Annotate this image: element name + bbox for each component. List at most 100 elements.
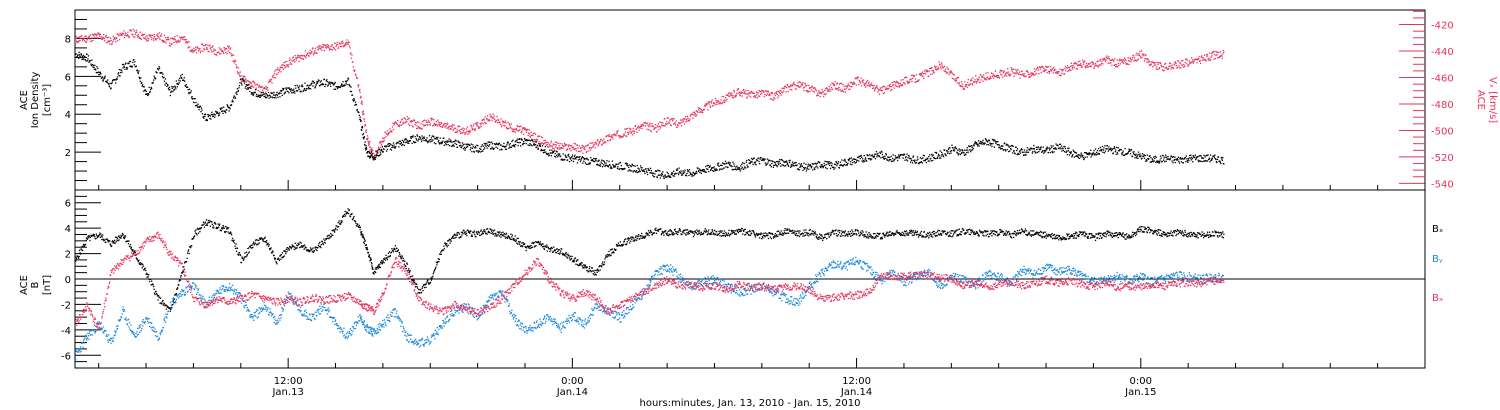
ion-density-point [1186, 158, 1188, 160]
vx-point [680, 121, 682, 124]
ion-density-point [849, 163, 851, 165]
vx-point [317, 48, 320, 50]
ion-density-point [279, 90, 282, 92]
vx-point [787, 91, 789, 93]
vx-point [198, 49, 200, 51]
vx-point [499, 121, 501, 123]
ion-density-point [788, 160, 790, 162]
vx-point [368, 141, 370, 143]
vx-point [775, 92, 777, 94]
vx-point [579, 147, 582, 149]
vx-point [253, 86, 255, 88]
ion-density-point [130, 65, 132, 67]
vx-point [739, 95, 741, 97]
vx-point [440, 125, 442, 128]
vx-point [587, 144, 589, 146]
vx-point [815, 90, 817, 92]
ion-density-point [346, 79, 349, 81]
ion-density-point [1060, 145, 1063, 147]
ion-density-point [288, 92, 290, 94]
ion-density-point [1040, 146, 1042, 148]
ion-density-point [150, 86, 152, 89]
ion-density-point [399, 143, 401, 145]
ion-density-point [115, 82, 117, 84]
vx-point [167, 36, 170, 39]
vx-point [710, 106, 712, 108]
vx-point [941, 62, 943, 64]
vx-point [537, 136, 539, 138]
vx-point [219, 49, 221, 51]
vx-point [1099, 58, 1102, 61]
ion-density-point [162, 73, 164, 75]
vx-point [845, 85, 847, 87]
ion-density-point [794, 164, 797, 166]
ion-density-point [732, 169, 734, 171]
ion-density-point [1188, 159, 1190, 162]
vx-point [1135, 54, 1137, 56]
vx-point [434, 124, 436, 126]
ion-density-point [151, 87, 153, 90]
ion-density-point [109, 86, 111, 88]
ion-density-point [757, 157, 760, 159]
vx-point [299, 55, 301, 57]
vx-point [591, 142, 593, 144]
ion-density-point [888, 159, 890, 161]
ion-density-point [750, 160, 752, 163]
ion-density-point [1061, 150, 1063, 152]
vx-point [836, 82, 839, 84]
ion-density-point [320, 80, 322, 82]
ion-density-point [240, 82, 243, 84]
by-point [85, 334, 87, 336]
vx-point [227, 45, 229, 47]
ion-density-point [347, 77, 349, 79]
vx-point [1117, 62, 1119, 64]
ion-density-point [359, 119, 362, 121]
ion-density-point [483, 142, 485, 145]
vx-point [85, 41, 88, 43]
ion-density-point [723, 167, 725, 169]
vx-point [594, 142, 596, 144]
vx-point [359, 91, 361, 93]
ion-density-point [583, 160, 585, 162]
vx-point [574, 148, 576, 151]
ion-density-point [430, 137, 433, 139]
ion-density-point [361, 125, 363, 128]
ion-density-point [222, 112, 224, 115]
vx-point [1176, 66, 1179, 68]
ion-density-point [1031, 148, 1033, 150]
by-point [106, 334, 108, 336]
ion-density-point [332, 83, 334, 85]
vx-point [291, 63, 293, 65]
vx-point [750, 96, 752, 98]
vx-point [912, 74, 915, 77]
vx-point [1114, 58, 1116, 60]
vx-point [693, 114, 695, 116]
ion-density-point [1205, 160, 1208, 162]
vx-point [294, 55, 296, 57]
ion-density-point [89, 59, 92, 62]
ion-density-point [859, 157, 861, 160]
vx-point [343, 44, 345, 46]
ion-density-point [1117, 153, 1119, 155]
ion-density-point [420, 138, 422, 141]
vx-point [310, 52, 312, 54]
ion-density-point [881, 151, 883, 153]
ion-density-point [851, 164, 853, 166]
vx-point [811, 86, 813, 88]
ion-density-point [1164, 161, 1166, 163]
vx-point [714, 102, 716, 105]
vx-point [808, 87, 810, 89]
vx-point [965, 84, 967, 86]
vx-point [479, 122, 481, 125]
ion-density-point [951, 144, 953, 146]
vx-point [1082, 59, 1084, 61]
ion-density-point [1080, 156, 1082, 158]
vx-point [102, 36, 104, 39]
ion-density-point [321, 83, 323, 85]
vx-point [871, 87, 874, 90]
ion-density-point [236, 88, 239, 90]
vx-point [923, 77, 925, 79]
ion-density-point [612, 165, 615, 167]
ion-density-point [87, 55, 90, 57]
vx-point [723, 101, 726, 104]
